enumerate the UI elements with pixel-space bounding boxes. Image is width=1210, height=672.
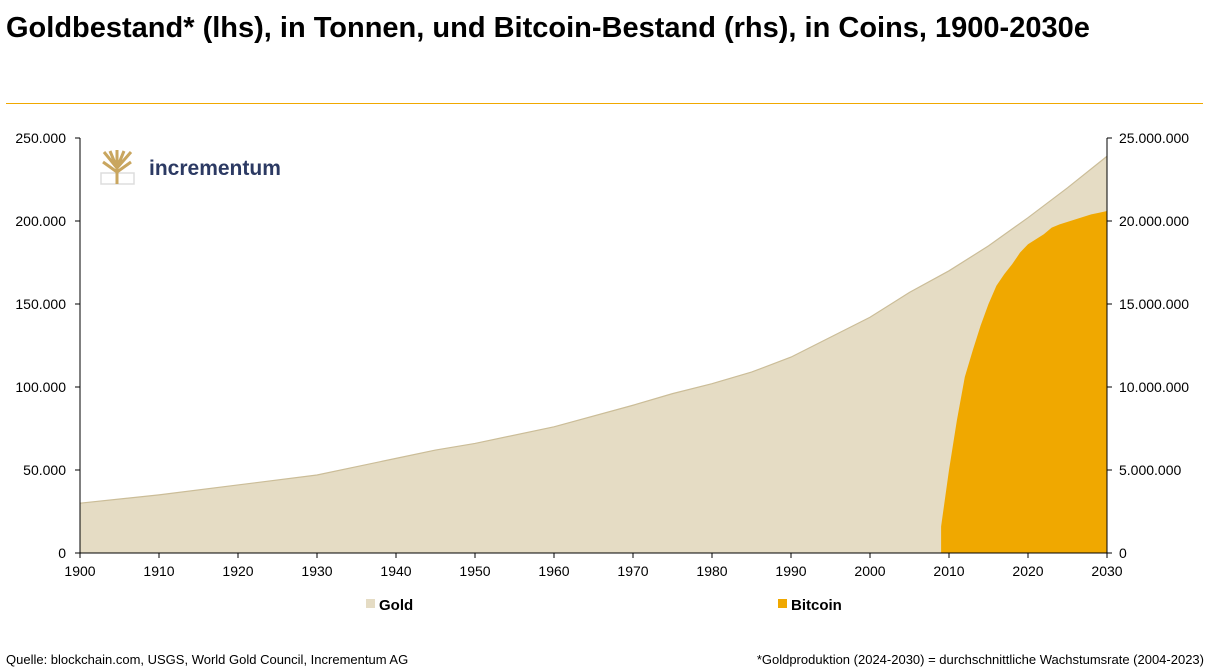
x-tick-label: 1930 bbox=[301, 563, 332, 579]
y-left-tick-label: 200.000 bbox=[15, 213, 66, 229]
source-note: Quelle: blockchain.com, USGS, World Gold… bbox=[6, 652, 409, 667]
x-tick-label: 2000 bbox=[854, 563, 885, 579]
y-left-tick-label: 100.000 bbox=[15, 379, 66, 395]
x-tick-label: 1980 bbox=[696, 563, 727, 579]
y-right-tick-label: 15.000.000 bbox=[1119, 296, 1189, 312]
y-left-tick-label: 250.000 bbox=[15, 130, 66, 146]
x-tick-label: 1960 bbox=[538, 563, 569, 579]
series-area-bitcoin bbox=[941, 211, 1107, 554]
y-right-tick-label: 10.000.000 bbox=[1119, 379, 1189, 395]
footnote: *Goldproduktion (2024-2030) = durchschni… bbox=[756, 652, 1204, 667]
x-tick-label: 1970 bbox=[617, 563, 648, 579]
x-tick-label: 1940 bbox=[380, 563, 411, 579]
chart: incrementum 1900 1910 1920 1930 1940 1950 1960… bbox=[15, 130, 1189, 614]
legend-swatch-gold bbox=[366, 599, 375, 608]
x-tick-label: 1910 bbox=[143, 563, 174, 579]
y-left-tick-label: 50.000 bbox=[23, 462, 66, 478]
x-tick-label: 1900 bbox=[64, 563, 95, 579]
incrementum-logo: incrementum bbox=[100, 150, 281, 185]
x-tick-label: 2010 bbox=[933, 563, 964, 579]
x-tick-label: 1990 bbox=[775, 563, 806, 579]
y-right-tick-label: 25.000.000 bbox=[1119, 130, 1189, 146]
logo-text: incrementum bbox=[149, 157, 281, 180]
series-area-gold bbox=[80, 156, 1107, 553]
x-tick-label: 2020 bbox=[1012, 563, 1043, 579]
legend-label-gold: Gold bbox=[379, 597, 413, 614]
legend-swatch-bitcoin bbox=[778, 599, 787, 608]
x-tick-label: 2030 bbox=[1091, 563, 1122, 579]
legend-label-bitcoin: Bitcoin bbox=[791, 597, 842, 614]
y-right-tick-label: 0 bbox=[1119, 545, 1127, 561]
x-tick-label: 1950 bbox=[459, 563, 490, 579]
x-tick-label: 1920 bbox=[222, 563, 253, 579]
y-right-tick-label: 5.000.000 bbox=[1119, 462, 1181, 478]
y-left-tick-label: 150.000 bbox=[15, 296, 66, 312]
series-line-gold bbox=[79, 155, 1108, 504]
chart-title: Goldbestand* (lhs), in Tonnen, und Bitco… bbox=[6, 12, 1090, 44]
y-left-tick-label: 0 bbox=[58, 545, 66, 561]
title-divider bbox=[6, 103, 1203, 104]
y-right-tick-label: 20.000.000 bbox=[1119, 213, 1189, 229]
